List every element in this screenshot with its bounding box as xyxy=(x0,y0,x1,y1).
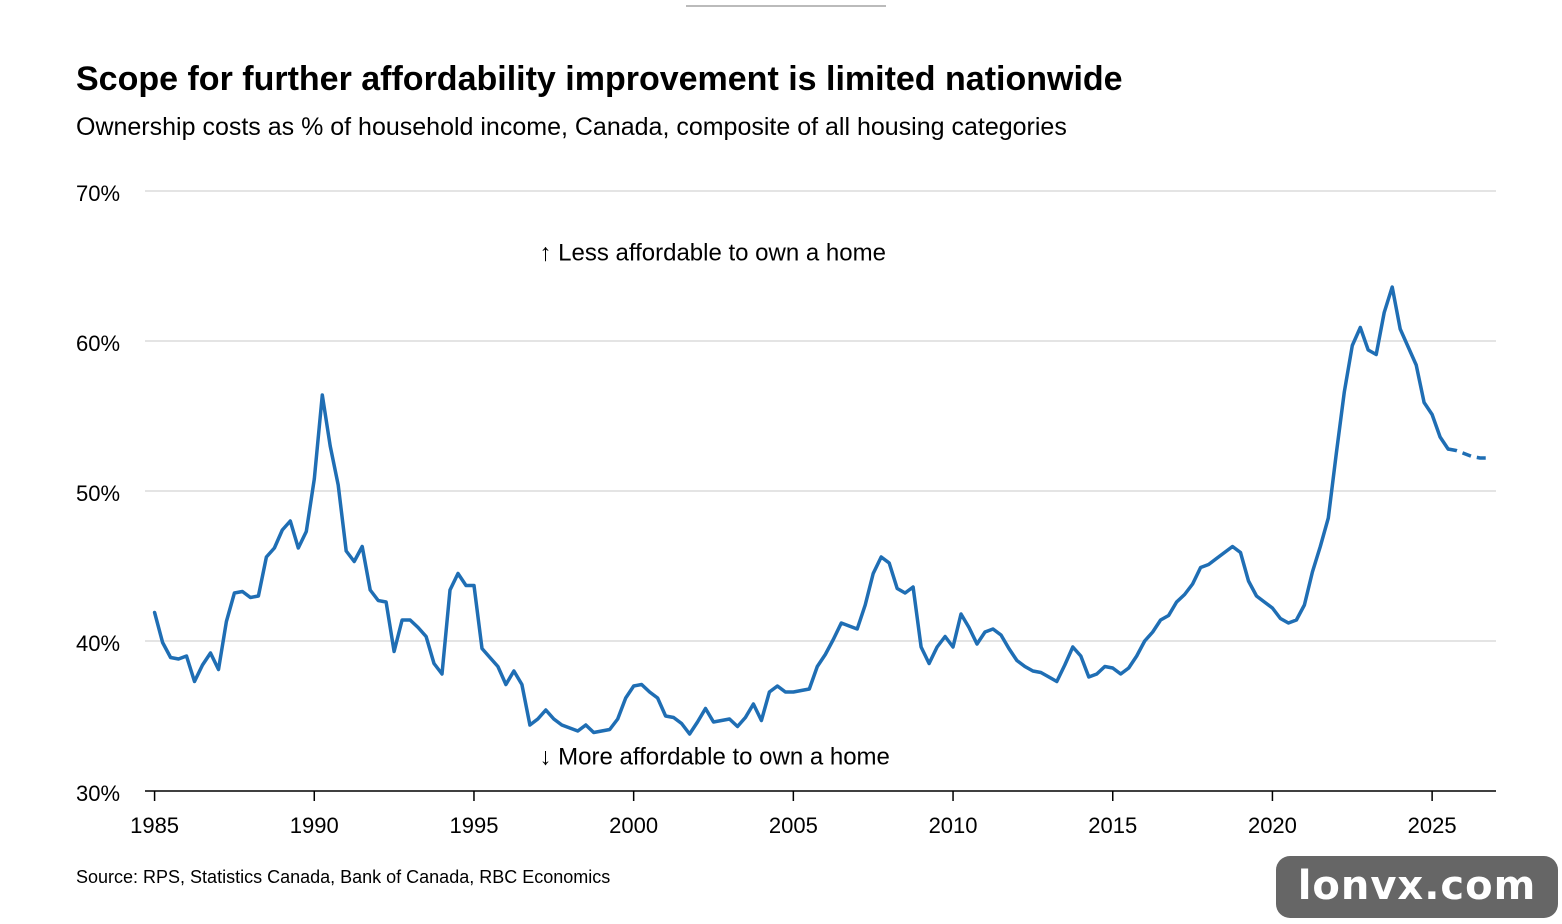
x-tick-label-1990: 1990 xyxy=(290,813,339,838)
y-tick-label-60: 60% xyxy=(76,331,120,356)
series-lines xyxy=(152,285,1488,736)
forecast-series-line xyxy=(1447,447,1488,460)
y-tick-label-40: 40% xyxy=(76,631,120,656)
x-tick-label-2005: 2005 xyxy=(769,813,818,838)
x-tick-label-2025: 2025 xyxy=(1408,813,1457,838)
x-tick-label-1985: 1985 xyxy=(130,813,179,838)
y-tick-label-30: 30% xyxy=(76,781,120,806)
y-tick-label-70: 70% xyxy=(76,181,120,206)
watermark-badge: lonvx.com xyxy=(1276,856,1558,918)
x-tick-label-2010: 2010 xyxy=(929,813,978,838)
y-axis-ticks: 30% 40% 50% 60% 70% xyxy=(76,181,120,806)
x-tick-label-2015: 2015 xyxy=(1088,813,1137,838)
history-series-line xyxy=(152,285,1450,736)
annotation-more-affordable: ↓ More affordable to own a home xyxy=(539,744,889,771)
chart-title: Scope for further affordability improvem… xyxy=(76,60,1123,98)
x-tick-label-2020: 2020 xyxy=(1248,813,1297,838)
annotations: ↑ Less affordable to own a home ↓ More af… xyxy=(539,240,889,771)
x-tick-label-2000: 2000 xyxy=(609,813,658,838)
top-rule xyxy=(686,5,886,7)
x-tick-label-1995: 1995 xyxy=(449,813,498,838)
chart-subtitle: Ownership costs as % of household income… xyxy=(76,113,1067,141)
watermark-text: lonvx.com xyxy=(1297,863,1537,909)
y-tick-label-50: 50% xyxy=(76,481,120,506)
annotation-less-affordable: ↑ Less affordable to own a home xyxy=(539,240,885,267)
x-axis: 1985 1990 1995 2000 2005 2010 2015 2020 2025 xyxy=(130,790,1496,838)
grid-lines xyxy=(145,190,1496,642)
source-note: Source: RPS, Statistics Canada, Bank of … xyxy=(76,867,611,887)
